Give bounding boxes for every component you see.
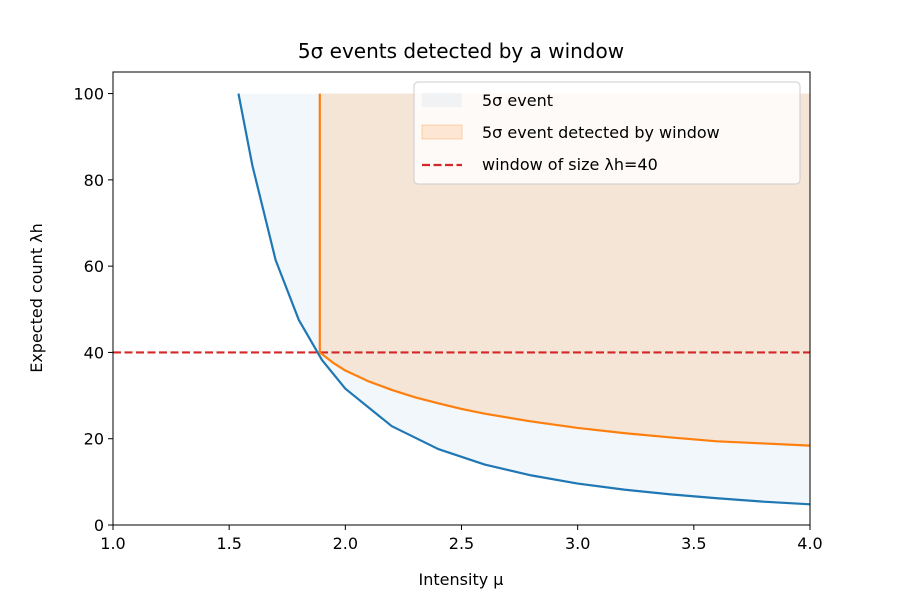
legend-swatch-5sigma-event <box>422 93 462 107</box>
legend: 5σ event 5σ event detected by window win… <box>413 81 801 185</box>
x-tick-label: 1.0 <box>100 534 125 553</box>
curve-detected-by-window <box>318 93 811 447</box>
x-tick-label: 2.5 <box>449 534 474 553</box>
y-tick-label: 60 <box>84 257 104 276</box>
legend-label-5sigma-event: 5σ event <box>482 91 553 110</box>
legend-swatch-detected-by-window <box>421 124 463 140</box>
y-tick-label: 40 <box>84 343 104 362</box>
x-tick-label: 3.5 <box>681 534 706 553</box>
y-axis-ticks: 0 20 40 60 80 100 <box>73 85 113 535</box>
x-axis-label: Intensity μ <box>419 570 504 589</box>
legend-label-window-line: window of size λh=40 <box>482 155 658 174</box>
x-axis-ticks: 1.0 1.5 2.0 2.5 3.0 3.5 4.0 <box>100 525 823 553</box>
curve-5sigma-event <box>237 93 811 506</box>
series-lines <box>113 93 811 506</box>
y-tick-label: 0 <box>94 516 104 535</box>
x-tick-label: 4.0 <box>797 534 822 553</box>
x-tick-label: 1.5 <box>216 534 241 553</box>
y-axis-label: Expected count λh <box>27 223 46 373</box>
legend-label-detected-by-window: 5σ event detected by window <box>482 123 720 142</box>
legend-box <box>413 81 801 185</box>
y-tick-label: 100 <box>73 85 104 104</box>
x-tick-label: 3.0 <box>565 534 590 553</box>
chart-title: 5σ events detected by a window <box>298 39 624 63</box>
fill-5sigma-event <box>238 93 810 505</box>
x-tick-label: 2.0 <box>333 534 358 553</box>
y-tick-label: 20 <box>84 430 104 449</box>
y-tick-label: 80 <box>84 171 104 190</box>
